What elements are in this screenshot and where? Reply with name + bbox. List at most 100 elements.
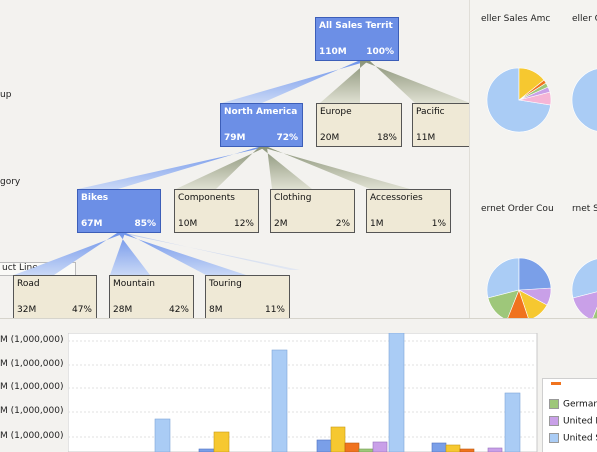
- bar: [154, 418, 171, 452]
- tree-node-root[interactable]: All Sales Territ 110M 100%: [315, 17, 399, 61]
- pie-title-internet-2: rnet S: [572, 204, 597, 214]
- bar: [271, 349, 288, 452]
- pie-reseller-sales: [486, 67, 552, 133]
- node-name: Components: [178, 193, 235, 203]
- node-name: Accessories: [370, 193, 423, 203]
- bar: [372, 441, 388, 452]
- legend-label: German: [563, 399, 597, 410]
- node-name: Europe: [320, 107, 352, 117]
- legend-swatch-partial: [551, 382, 561, 385]
- legend-label: United S: [563, 433, 597, 444]
- legend-swatch: [549, 416, 559, 426]
- bar: [213, 431, 230, 452]
- pie-title-reseller-sales: eller Sales Amc: [481, 14, 551, 24]
- y-axis-label: M (1,000,000): [0, 359, 64, 369]
- y-axis-label: M (1,000,000): [0, 382, 64, 392]
- tree-node-north-america[interactable]: North America 79M 72%: [220, 103, 303, 147]
- node-value: 28M: [113, 305, 133, 315]
- bar-chart-area: M (1,000,000) M (1,000,000) M (1,000,000…: [0, 318, 597, 452]
- y-axis-label: M (1,000,000): [0, 335, 64, 345]
- node-value: 110M: [319, 47, 347, 57]
- y-axis-label: M (1,000,000): [0, 431, 64, 441]
- node-value: 32M: [17, 305, 37, 315]
- tree-node-road[interactable]: Road 32M 47%: [13, 275, 97, 319]
- tree-node-europe[interactable]: Europe 20M 18%: [316, 103, 402, 147]
- legend-swatch: [549, 433, 559, 443]
- legend-item-germany[interactable]: German: [549, 399, 597, 410]
- node-value: 1M: [370, 219, 384, 229]
- node-value: 11M: [416, 133, 436, 143]
- bar: [344, 442, 360, 452]
- node-percent: 11%: [264, 305, 285, 315]
- node-value: 79M: [224, 133, 246, 143]
- bar: [388, 333, 405, 452]
- tree-node-touring[interactable]: Touring 8M 11%: [205, 275, 290, 319]
- tree-connectors: [14, 61, 469, 275]
- legend-item-united-kingdom[interactable]: United K: [549, 416, 597, 427]
- pie-slice: [571, 68, 597, 132]
- bar-plot: [68, 333, 538, 452]
- tree-node-components[interactable]: Components 10M 12%: [174, 189, 259, 233]
- node-name: All Sales Territ: [319, 21, 393, 31]
- node-name: Mountain: [113, 279, 155, 289]
- connector-bikes-touring: [119, 233, 246, 275]
- node-name: Clothing: [274, 193, 312, 203]
- bar: [445, 444, 461, 452]
- node-value: 10M: [178, 219, 198, 229]
- connector-root-pacific: [362, 61, 469, 103]
- node-percent: 1%: [431, 219, 446, 229]
- connector-root-north-america: [222, 61, 368, 103]
- node-percent: 42%: [168, 305, 189, 315]
- level-label-group: up: [0, 90, 12, 100]
- connector-na-accessories: [261, 147, 410, 189]
- tree-node-mountain[interactable]: Mountain 28M 42%: [109, 275, 194, 319]
- bar: [330, 426, 346, 452]
- connector-bikes-fade: [120, 233, 300, 270]
- level-label-product-line: uct Line: [2, 263, 38, 273]
- node-percent: 2%: [335, 219, 350, 229]
- legend-item-united-states[interactable]: United S: [549, 433, 597, 444]
- connector-bikes-mountain: [110, 233, 150, 275]
- pie-slice: [518, 257, 552, 291]
- pie-slice: [571, 258, 597, 299]
- plot-background: [68, 333, 538, 452]
- pie-title-reseller-2: eller C: [572, 14, 597, 24]
- node-name: Pacific: [416, 107, 445, 117]
- node-name: Road: [17, 279, 40, 289]
- connector-na-clothing: [260, 147, 312, 189]
- bar: [504, 392, 521, 452]
- node-name: North America: [224, 107, 298, 117]
- node-percent: 100%: [366, 47, 394, 57]
- level-label-category: gory: [0, 177, 21, 187]
- connector-na-bikes: [78, 147, 266, 189]
- pie-reseller-2: [571, 68, 597, 132]
- node-percent: 12%: [233, 219, 254, 229]
- pie-title-internet-order: ernet Order Cou: [481, 204, 554, 214]
- connector-bikes-road: [14, 233, 125, 275]
- node-name: Bikes: [81, 193, 109, 203]
- tree-node-bikes[interactable]: Bikes 67M 85%: [77, 189, 161, 233]
- bar: [316, 439, 332, 452]
- node-percent: 47%: [71, 305, 92, 315]
- node-value: 8M: [209, 305, 223, 315]
- pie-slice: [486, 257, 520, 299]
- node-value: 67M: [81, 219, 103, 229]
- tree-node-accessories[interactable]: Accessories 1M 1%: [366, 189, 451, 233]
- legend-label: United K: [563, 416, 597, 427]
- bar: [487, 447, 503, 452]
- node-percent: 85%: [134, 219, 156, 229]
- node-name: Touring: [209, 279, 242, 289]
- node-percent: 72%: [276, 133, 298, 143]
- connector-root-europe: [320, 61, 368, 103]
- legend-swatch: [549, 399, 559, 409]
- pie-internet-order: [486, 257, 552, 323]
- tree-node-clothing[interactable]: Clothing 2M 2%: [270, 189, 355, 233]
- node-percent: 18%: [376, 133, 397, 143]
- chart-legend: German United K United S: [542, 378, 597, 452]
- connector-na-components: [176, 147, 266, 189]
- pie-charts: [486, 67, 597, 323]
- y-axis-label: M (1,000,000): [0, 406, 64, 416]
- node-value: 20M: [320, 133, 340, 143]
- pie-slice: [518, 67, 545, 101]
- node-value: 2M: [274, 219, 288, 229]
